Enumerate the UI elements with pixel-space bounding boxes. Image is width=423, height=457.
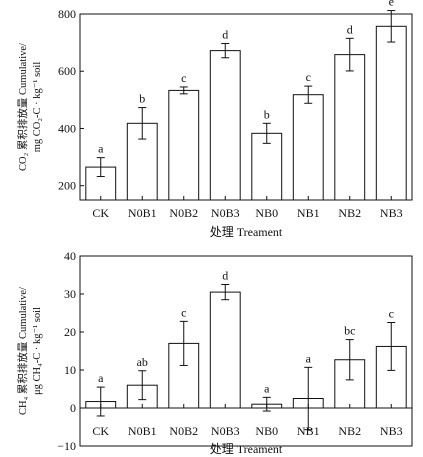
- category-label: N0B3: [211, 206, 240, 220]
- category-label: NB1: [297, 424, 320, 438]
- category-label: N0B3: [211, 424, 240, 438]
- y-axis-title: CH₄ 累积排放量 Cumulative/: [16, 287, 29, 415]
- significance-letter: e: [389, 0, 394, 9]
- y-axis-title: CO₂ 累积排放量 Cumulative/: [16, 43, 29, 171]
- bar: [251, 132, 283, 201]
- y-axis-title: μg CH₄-C · kg⁻¹ soil: [32, 307, 43, 395]
- y-tick-label: 10: [64, 363, 76, 377]
- category-label: NB1: [297, 206, 320, 220]
- y-tick-label: 800: [58, 7, 76, 21]
- y-tick-label: 20: [64, 325, 76, 339]
- category-label: NB0: [255, 424, 278, 438]
- ch4-chart: −10 0 10 20 30 40 a CK ab N0B1 c N0B2 d N0B3 a NB0 a NB1 b…: [16, 249, 413, 456]
- y-axis-title: mg CO₂-C · kg⁻¹ soil: [32, 62, 43, 153]
- y-tick-label: 600: [58, 64, 76, 78]
- significance-letter: d: [222, 27, 228, 41]
- x-axis-title: 处理 Treament: [210, 442, 283, 456]
- category-label: NB3: [380, 206, 403, 220]
- y-tick-label: 40: [64, 249, 76, 263]
- significance-letter: a: [98, 142, 104, 156]
- significance-letter: c: [306, 70, 311, 84]
- category-label: N0B1: [128, 206, 157, 220]
- bar: [168, 89, 200, 201]
- plot-frame: [79, 13, 413, 201]
- y-tick-label: 400: [58, 121, 76, 135]
- category-label: NB2: [338, 206, 361, 220]
- significance-letter: ab: [137, 355, 148, 369]
- y-tick-label: 30: [64, 287, 76, 301]
- category-label: CK: [92, 424, 109, 438]
- significance-letter: d: [347, 22, 353, 36]
- category-label: NB3: [380, 424, 403, 438]
- significance-letter: a: [98, 371, 104, 385]
- x-axis-title: 处理 Treament: [210, 225, 283, 239]
- significance-letter: c: [181, 305, 186, 319]
- y-tick-label: 200: [58, 179, 76, 193]
- category-label: NB0: [255, 206, 278, 220]
- significance-letter: c: [389, 307, 394, 321]
- co2-chart: 200 400 600 800 a CK b N0B1 c N0B2 d N0B3 b NB0 c NB1 d N…: [16, 0, 413, 239]
- category-label: NB2: [338, 424, 361, 438]
- category-label: N0B1: [128, 424, 157, 438]
- category-label: N0B2: [169, 206, 198, 220]
- bar: [209, 291, 241, 409]
- plot-frame: [79, 255, 413, 447]
- category-label: CK: [92, 206, 109, 220]
- bar: [334, 54, 366, 201]
- significance-letter: a: [306, 351, 312, 365]
- significance-letter: a: [264, 381, 270, 395]
- category-label: N0B2: [169, 424, 198, 438]
- bar: [292, 94, 324, 201]
- bar: [375, 25, 407, 201]
- significance-letter: b: [264, 107, 270, 121]
- y-tick-label: 0: [70, 401, 76, 415]
- significance-letter: b: [139, 92, 145, 106]
- bar: [209, 50, 241, 201]
- significance-letter: c: [181, 71, 186, 85]
- significance-letter: bc: [344, 324, 355, 338]
- y-tick-label: −10: [57, 439, 76, 453]
- significance-letter: d: [222, 269, 228, 283]
